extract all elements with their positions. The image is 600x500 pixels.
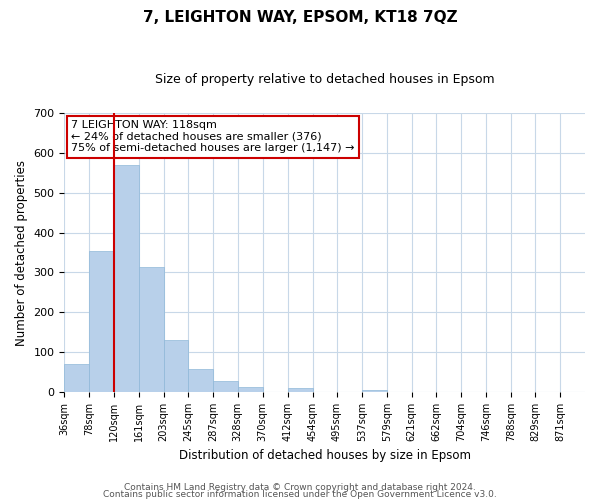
Text: Contains public sector information licensed under the Open Government Licence v3: Contains public sector information licen… <box>103 490 497 499</box>
Title: Size of property relative to detached houses in Epsom: Size of property relative to detached ho… <box>155 72 494 86</box>
Bar <box>362 390 387 392</box>
Bar <box>188 369 214 392</box>
Text: 7 LEIGHTON WAY: 118sqm
← 24% of detached houses are smaller (376)
75% of semi-de: 7 LEIGHTON WAY: 118sqm ← 24% of detached… <box>71 120 355 153</box>
Bar <box>114 165 139 392</box>
Bar <box>139 266 164 392</box>
Bar <box>89 251 114 392</box>
X-axis label: Distribution of detached houses by size in Epsom: Distribution of detached houses by size … <box>179 450 471 462</box>
Bar <box>64 364 89 392</box>
Bar <box>164 340 188 392</box>
Y-axis label: Number of detached properties: Number of detached properties <box>15 160 28 346</box>
Bar <box>287 388 313 392</box>
Text: Contains HM Land Registry data © Crown copyright and database right 2024.: Contains HM Land Registry data © Crown c… <box>124 484 476 492</box>
Bar <box>238 387 263 392</box>
Text: 7, LEIGHTON WAY, EPSOM, KT18 7QZ: 7, LEIGHTON WAY, EPSOM, KT18 7QZ <box>143 10 457 25</box>
Bar <box>214 382 238 392</box>
